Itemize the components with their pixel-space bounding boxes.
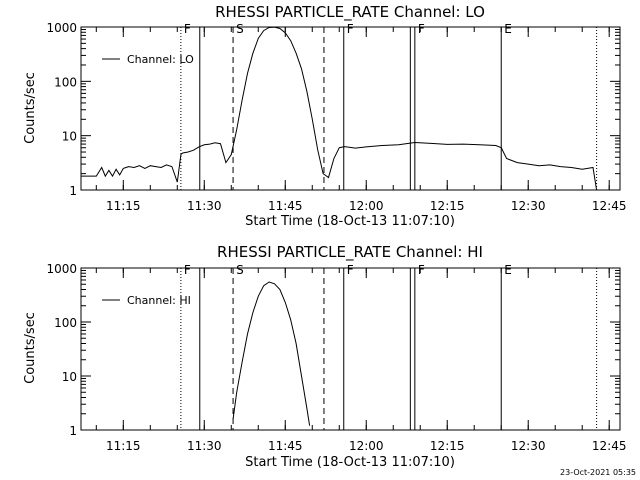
x-tick-label: 12:15: [430, 439, 465, 453]
event-marker-label: F: [418, 263, 425, 277]
y-tick-label: 1000: [46, 21, 77, 35]
plot-layer-lo: 1 10 100 1000 11:15 11:30 11:45 12:00 12:15 12:30…: [46, 21, 626, 213]
legend-label: Channel: HI: [127, 294, 191, 307]
lo-channel-chart: RHESSI PARTICLE_RATE Channel: LO Start T…: [23, 3, 626, 229]
x-tick-label: 11:45: [268, 439, 303, 453]
event-marker-label: S: [236, 22, 244, 36]
legend-label: Channel: LO: [127, 53, 194, 66]
y-axis-label-hi: Counts/sec: [23, 312, 38, 384]
x-tick-label: 11:30: [187, 199, 222, 213]
y-tick-label: 100: [54, 316, 77, 330]
event-marker-label: F: [347, 263, 354, 277]
plot-frame: [80, 26, 621, 191]
y-axis-label-lo: Counts/sec: [23, 72, 38, 144]
x-tick-label: 11:15: [106, 199, 141, 213]
chart-title-hi: RHESSI PARTICLE_RATE Channel: HI: [217, 243, 483, 262]
x-tick-label: 11:15: [106, 439, 141, 453]
series-line: [232, 281, 311, 426]
y-tick-label: 10: [62, 370, 77, 384]
chart-title-lo: RHESSI PARTICLE_RATE Channel: LO: [215, 3, 485, 22]
x-tick-label: 12:00: [349, 439, 384, 453]
timestamp: 23-Oct-2021 05:35: [560, 468, 636, 477]
x-tick-label: 12:15: [430, 199, 465, 213]
series-line: [81, 26, 598, 191]
event-marker-label: F: [418, 22, 425, 36]
hi-channel-chart: RHESSI PARTICLE_RATE Channel: HI Start T…: [23, 243, 626, 470]
y-tick-label: 1000: [46, 262, 77, 276]
plot-frame: [80, 267, 621, 431]
x-tick-label: 12:30: [511, 439, 546, 453]
y-tick-label: 1: [69, 184, 77, 198]
y-tick-label: 10: [62, 130, 77, 144]
event-marker-label: S: [236, 263, 244, 277]
x-axis-label-hi: Start Time (18-Oct-13 11:07:10): [245, 455, 455, 470]
event-marker-label: F: [184, 22, 191, 36]
x-tick-label: 11:30: [187, 439, 222, 453]
x-axis-label-lo: Start Time (18-Oct-13 11:07:10): [245, 214, 455, 229]
y-tick-label: 1: [69, 424, 77, 438]
x-tick-label: 12:45: [592, 439, 627, 453]
plot-layer-hi: 1 10 100 1000 11:15 11:30 11:45 12:00 12:15 12:30…: [46, 262, 626, 453]
y-tick-label: 100: [54, 75, 77, 89]
event-marker-label: F: [347, 22, 354, 36]
x-tick-label: 12:45: [592, 199, 627, 213]
event-marker-label: E: [504, 22, 512, 36]
event-marker-label: F: [184, 263, 191, 277]
x-tick-label: 11:45: [268, 199, 303, 213]
x-tick-label: 12:30: [511, 199, 546, 213]
event-marker-label: E: [504, 263, 512, 277]
x-tick-label: 12:00: [349, 199, 384, 213]
